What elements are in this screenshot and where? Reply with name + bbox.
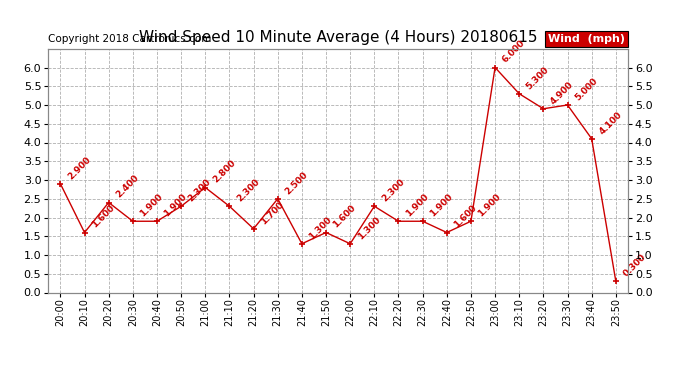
Text: 1.300: 1.300: [308, 215, 334, 241]
Text: 2.900: 2.900: [66, 154, 92, 181]
Text: 2.500: 2.500: [284, 170, 310, 196]
Text: 4.100: 4.100: [598, 110, 624, 136]
Text: 2.800: 2.800: [211, 159, 237, 185]
Text: 1.900: 1.900: [163, 192, 189, 219]
Text: 4.900: 4.900: [549, 80, 575, 106]
Text: 1.600: 1.600: [453, 204, 479, 230]
Text: 2.300: 2.300: [187, 177, 213, 204]
Text: 0.300: 0.300: [622, 252, 647, 279]
Text: 1.900: 1.900: [404, 192, 431, 219]
Text: Copyright 2018 Cartronics.com: Copyright 2018 Cartronics.com: [48, 34, 212, 44]
Text: 2.300: 2.300: [380, 177, 406, 204]
Text: 5.000: 5.000: [573, 76, 599, 102]
Text: Wind  (mph): Wind (mph): [548, 34, 625, 44]
Text: 1.600: 1.600: [332, 204, 358, 230]
Text: 1.300: 1.300: [356, 215, 382, 241]
Text: 2.400: 2.400: [115, 173, 141, 200]
Text: 1.900: 1.900: [477, 192, 503, 219]
Text: 1.600: 1.600: [90, 204, 117, 230]
Text: 6.000: 6.000: [501, 39, 526, 65]
Text: 1.900: 1.900: [139, 192, 165, 219]
Text: 1.700: 1.700: [259, 200, 286, 226]
Title: Wind Speed 10 Minute Average (4 Hours) 20180615: Wind Speed 10 Minute Average (4 Hours) 2…: [139, 30, 538, 45]
Text: 5.300: 5.300: [525, 65, 551, 91]
Text: 1.900: 1.900: [428, 192, 455, 219]
Text: 2.300: 2.300: [235, 177, 262, 204]
